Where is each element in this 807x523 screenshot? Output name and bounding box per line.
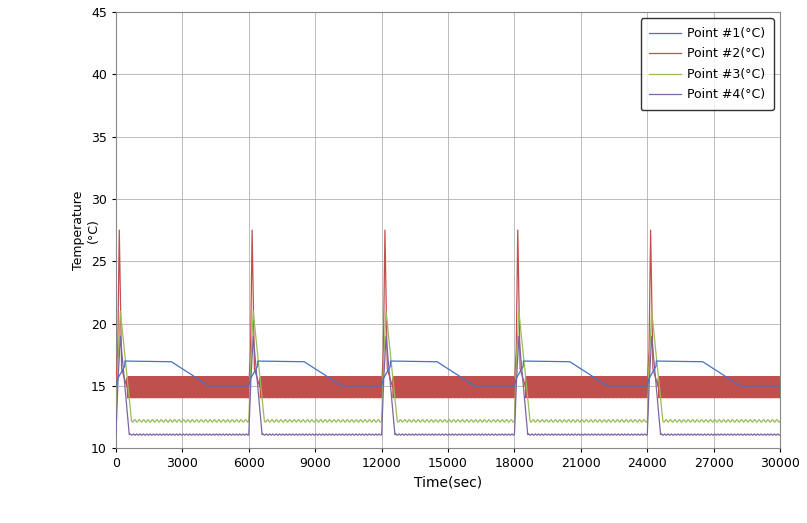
Point #2(°C) [698,390,708,396]
Point #4(°C) [269,431,278,437]
Point #2(°C) [119,373,128,380]
Point #4(°C) [119,371,128,378]
Line: Point #3(°C): Point #3(°C) [116,311,780,422]
Point #2(°C) [412,373,421,380]
Point #3(°C) [119,342,128,348]
Point #1(°C) [697,359,707,365]
Point #4(°C) [409,432,419,438]
Point #4(°C) [412,431,421,438]
Point #3(°C) [115,308,125,314]
Point #4(°C) [776,431,785,438]
Point #3(°C) [610,419,620,425]
X-axis label: Time(sec): Time(sec) [414,476,482,490]
Point #4(°C) [115,333,125,339]
Line: Point #2(°C): Point #2(°C) [116,230,780,398]
Point #2(°C) [610,393,620,400]
Y-axis label: Temperature
(°C): Temperature (°C) [72,190,99,270]
Point #1(°C) [119,365,128,371]
Point #1(°C) [776,383,785,389]
Point #2(°C) [115,227,124,233]
Point #4(°C) [610,431,620,437]
Point #3(°C) [128,419,137,425]
Point #1(°C) [610,383,620,389]
Point #3(°C) [269,418,278,425]
Point #3(°C) [698,417,708,424]
Point #3(°C) [776,418,785,424]
Point #1(°C) [111,383,121,389]
Legend: Point #1(°C), Point #2(°C), Point #3(°C), Point #4(°C): Point #1(°C), Point #2(°C), Point #3(°C)… [641,18,774,110]
Point #1(°C) [412,358,421,365]
Point #4(°C) [766,431,776,437]
Point #2(°C) [123,395,132,401]
Line: Point #4(°C): Point #4(°C) [116,336,780,435]
Point #3(°C) [111,418,121,424]
Point #2(°C) [776,384,785,390]
Point #3(°C) [412,418,421,425]
Point #3(°C) [766,418,776,425]
Point #2(°C) [766,379,776,385]
Point #1(°C) [766,383,776,389]
Point #1(°C) [269,358,278,365]
Point #2(°C) [111,384,121,390]
Line: Point #1(°C): Point #1(°C) [116,361,780,386]
Point #1(°C) [120,358,130,364]
Point #2(°C) [269,384,278,390]
Point #4(°C) [698,432,708,438]
Point #4(°C) [111,431,121,438]
